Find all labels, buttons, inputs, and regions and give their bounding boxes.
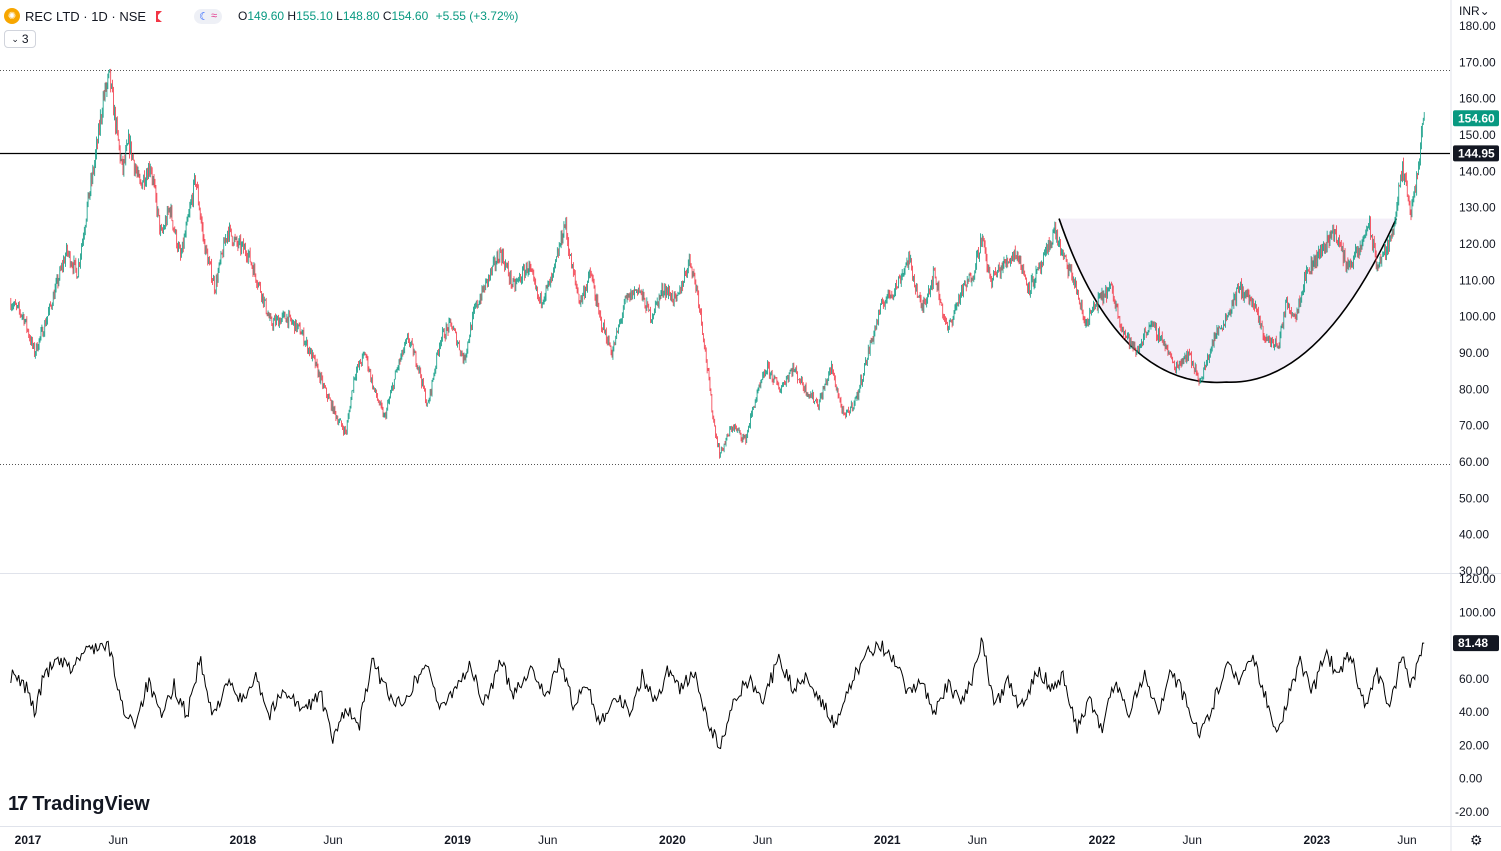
cup-pattern-fill[interactable]	[1059, 218, 1397, 383]
symbol-title[interactable]: REC LTD · 1D · NSE	[25, 8, 147, 24]
time-tick-label: Jun	[1397, 833, 1416, 847]
horizontal-line-tag	[1453, 145, 1499, 162]
session-badges[interactable]: ☾ ≈	[194, 8, 223, 24]
open-value: 149.60	[247, 9, 285, 23]
time-tick-label: 2020	[659, 833, 686, 847]
time-tick-label: 2021	[874, 833, 901, 847]
oscillator-tick-label: 60.00	[1459, 672, 1489, 686]
wave-icon: ≈	[210, 9, 218, 22]
price-tick-label: 50.00	[1459, 491, 1489, 505]
price-tick-label: 60.00	[1459, 455, 1489, 469]
flag-icon[interactable]	[156, 10, 166, 22]
price-tick-label: 40.00	[1459, 528, 1489, 542]
price-tick-label: 130.00	[1459, 201, 1496, 215]
oscillator-line[interactable]	[10, 637, 1425, 750]
currency-selector[interactable]: INR⌄	[1459, 4, 1490, 18]
oscillator-tick-label: -20.00	[1455, 805, 1489, 819]
time-tick-label: Jun	[968, 833, 987, 847]
horizontal-line-tag-text: 144.95	[1458, 146, 1495, 160]
time-tick-label: Jun	[753, 833, 772, 847]
chevron-down-icon: ⌄	[1479, 4, 1490, 18]
chevron-down-icon: ⌄	[11, 33, 19, 44]
low-value: 148.80	[342, 9, 380, 23]
oscillator-tick-label: 20.00	[1459, 738, 1489, 752]
price-tick-label: 80.00	[1459, 382, 1489, 396]
time-tick-label: 2022	[1089, 833, 1116, 847]
indicators-toggle-button[interactable]: ⌄ 3	[4, 30, 36, 48]
time-tick-label: 2019	[444, 833, 471, 847]
symbol-logo-icon: ✺	[4, 8, 20, 24]
time-tick-label: 2018	[229, 833, 256, 847]
oscillator-value-tag	[1453, 635, 1499, 652]
time-tick-label: Jun	[1183, 833, 1202, 847]
price-tick-label: 30.00	[1459, 564, 1489, 578]
oscillator-value-tag-text: 81.48	[1458, 636, 1488, 650]
last-price-tag	[1453, 110, 1499, 127]
tradingview-logo-icon: 17	[8, 793, 28, 815]
time-tick-label: Jun	[109, 833, 128, 847]
price-tick-label: 170.00	[1459, 55, 1496, 69]
price-tick-label: 140.00	[1459, 164, 1496, 178]
time-tick-label: 2023	[1303, 833, 1330, 847]
price-tick-label: 90.00	[1459, 346, 1489, 360]
close-value: 154.60	[391, 9, 429, 23]
currency-label: INR	[1459, 4, 1480, 18]
settings-gear-icon[interactable]: ⚙	[1470, 832, 1483, 848]
price-tick-label: 70.00	[1459, 419, 1489, 433]
indicators-count: 3	[21, 32, 29, 46]
price-tick-label: 180.00	[1459, 19, 1496, 33]
oscillator-tick-label: 0.00	[1459, 772, 1483, 786]
price-tick-label: 120.00	[1459, 237, 1496, 251]
logo-text: TradingView	[32, 793, 150, 815]
chart-legend: ✺ REC LTD · 1D · NSE ☾ ≈ O149.60 H155.10…	[4, 6, 518, 26]
cup-pattern-curve[interactable]	[1058, 218, 1398, 384]
oscillator-tick-label: 120.00	[1459, 572, 1496, 586]
price-tick-label: 110.00	[1459, 273, 1495, 287]
moon-icon: ☾	[199, 10, 209, 23]
tradingview-logo: 17 TradingView	[8, 793, 150, 816]
change-value: +5.55 (+3.72%)	[435, 9, 519, 23]
time-tick-label: Jun	[538, 833, 557, 847]
price-tick-label: 160.00	[1459, 92, 1496, 106]
price-tick-label: 150.00	[1459, 128, 1496, 142]
oscillator-tick-label: 100.00	[1459, 605, 1496, 619]
oscillator-tick-label: 40.00	[1459, 705, 1489, 719]
time-tick-label: Jun	[323, 833, 342, 847]
last-price-tag-text: 154.60	[1458, 111, 1495, 125]
ohlc-values: O149.60 H155.10 L148.80 C154.60 +5.55 (+…	[238, 9, 519, 23]
time-tick-label: 2017	[15, 833, 42, 847]
high-value: 155.10	[296, 9, 333, 23]
price-tick-label: 100.00	[1459, 310, 1496, 324]
